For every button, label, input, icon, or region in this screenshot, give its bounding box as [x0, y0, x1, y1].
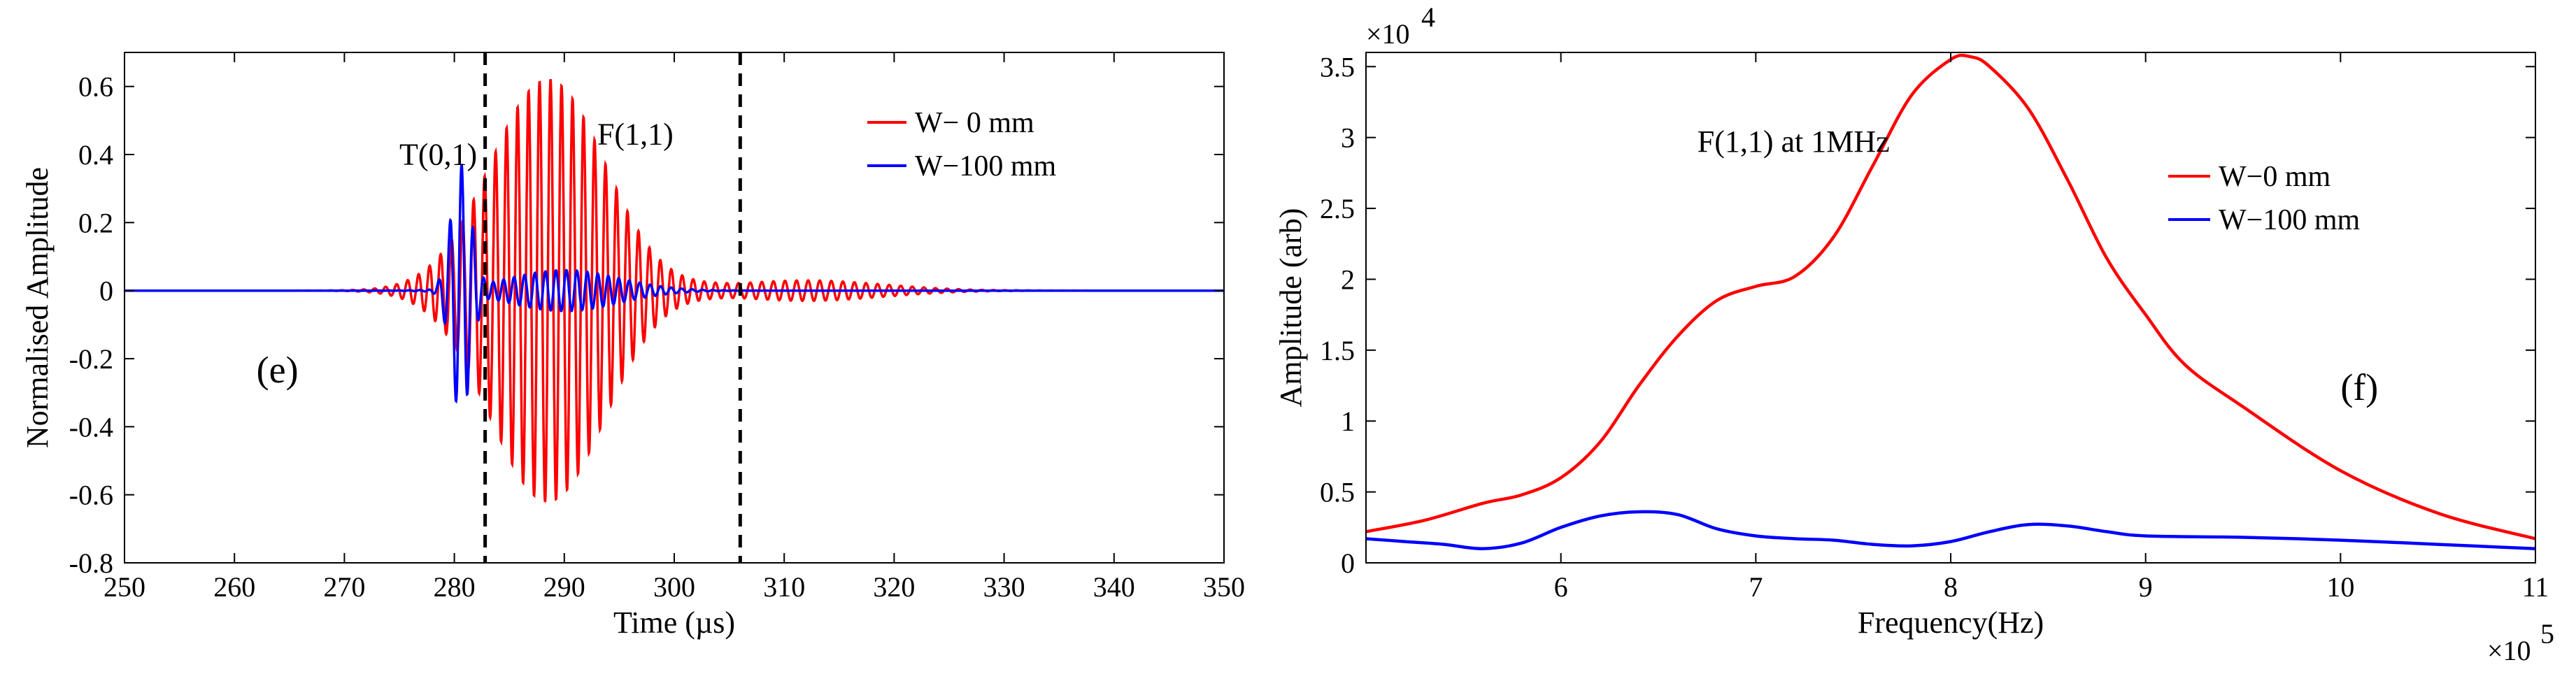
frequency-legend: W−0 mm W−100 mm — [2168, 161, 2360, 236]
x-multiplier-base: ×10 — [2487, 635, 2531, 666]
y-tick-label: 2 — [1341, 264, 1355, 295]
frequency-annotations: F(1,1) at 1MHz (f) — [1698, 124, 2379, 408]
y-tick-label: 3.5 — [1320, 51, 1355, 83]
time-series-group — [124, 79, 1224, 503]
time-y-ticks: -0.8 -0.6 -0.4 -0.2 0 0.2 0.4 0.6 — [69, 71, 1224, 579]
time-domain-panel: 250 260 270 280 290 300 310 320 330 340 350 -0.8-0… — [20, 52, 1245, 640]
x-tick-label: 250 — [104, 571, 145, 603]
annotation-t01: T(0,1) — [399, 138, 477, 172]
time-legend-label-w100: W−100 mm — [915, 150, 1056, 182]
x-tick-label: 270 — [323, 571, 365, 603]
x-tick-label: 310 — [763, 571, 805, 603]
y-tick-label: -0.8 — [69, 547, 113, 579]
x-tick-label: 260 — [213, 571, 255, 603]
x-tick-label: 7 — [1749, 571, 1763, 603]
x-tick-label: 290 — [543, 571, 585, 603]
y-tick-label: 0 — [99, 275, 113, 307]
annotation-f11-1mhz: F(1,1) at 1MHz — [1698, 124, 1890, 159]
y-tick-label: 0 — [1341, 547, 1355, 579]
x-tick-label: 320 — [873, 571, 915, 603]
y-tick-label: 2.5 — [1320, 193, 1355, 224]
frequency-legend-label-w100: W−100 mm — [2219, 204, 2360, 236]
y-tick-label: 0.6 — [78, 71, 113, 103]
time-x-ticks: 250 260 270 280 290 300 310 320 330 340 350 — [104, 52, 1245, 603]
series-line-w100 — [124, 164, 1224, 404]
spectrum-line-w100 — [1365, 510, 2536, 550]
time-y-axis-label: Normalised Amplitude — [20, 167, 55, 448]
y-multiplier-exponent: 4 — [1421, 1, 1435, 33]
frequency-series-group — [1365, 53, 2536, 550]
y-tick-label: 1.5 — [1320, 335, 1355, 366]
time-gate-lines — [483, 52, 742, 563]
x-tick-label: 330 — [983, 571, 1025, 603]
panel-label-f: (f) — [2340, 366, 2378, 408]
x-tick-label: 350 — [1203, 571, 1245, 603]
time-annotations: T(0,1) F(1,1) (e) — [257, 117, 674, 391]
frequency-y-axis-label: Amplitude (arb) — [1274, 208, 1308, 408]
frequency-x-multiplier: ×10 5 — [2487, 618, 2554, 666]
frequency-y-multiplier: ×10 4 — [1366, 1, 1435, 50]
time-legend-label-w0: W− 0 mm — [915, 107, 1034, 139]
y-tick-label: 0.4 — [78, 139, 113, 171]
frequency-x-ticks: 6 7 8 9 10 11 — [1554, 52, 2549, 603]
y-tick-label: -0.6 — [69, 480, 113, 511]
frequency-y-ticks: 0 0.5 1 1.5 2 2.5 3 3.5 — [1320, 51, 2535, 579]
y-tick-label: 0.5 — [1320, 477, 1355, 508]
x-tick-label: 280 — [434, 571, 476, 603]
y-tick-label: 0.2 — [78, 207, 113, 238]
time-x-axis-label: Time (µs) — [613, 605, 735, 640]
x-tick-label: 9 — [2139, 571, 2153, 603]
x-tick-label: 10 — [2326, 571, 2354, 603]
time-legend: W− 0 mm W−100 mm — [867, 107, 1056, 182]
y-tick-label: 3 — [1341, 122, 1355, 154]
y-tick-label: 1 — [1341, 406, 1355, 437]
x-tick-label: 300 — [653, 571, 695, 603]
x-multiplier-exponent: 5 — [2540, 618, 2554, 650]
y-tick-label: -0.2 — [69, 343, 113, 375]
frequency-domain-panel: 6 7 8 9 10 11 00.511.522.533.5 Frequency(Hz) … — [1274, 1, 2554, 666]
y-multiplier-base: ×10 — [1366, 18, 1410, 50]
frequency-x-axis-label: Frequency(Hz) — [1858, 605, 2044, 640]
panel-label-e: (e) — [257, 349, 299, 391]
x-tick-label: 340 — [1093, 571, 1135, 603]
annotation-f11: F(1,1) — [597, 117, 674, 151]
x-tick-label: 6 — [1554, 571, 1568, 603]
x-tick-label: 8 — [1944, 571, 1958, 603]
frequency-legend-label-w0: W−0 mm — [2219, 161, 2331, 193]
y-tick-label: -0.4 — [69, 411, 113, 443]
spectrum-line-w0 — [1365, 53, 2536, 540]
x-tick-label: 11 — [2522, 571, 2549, 603]
